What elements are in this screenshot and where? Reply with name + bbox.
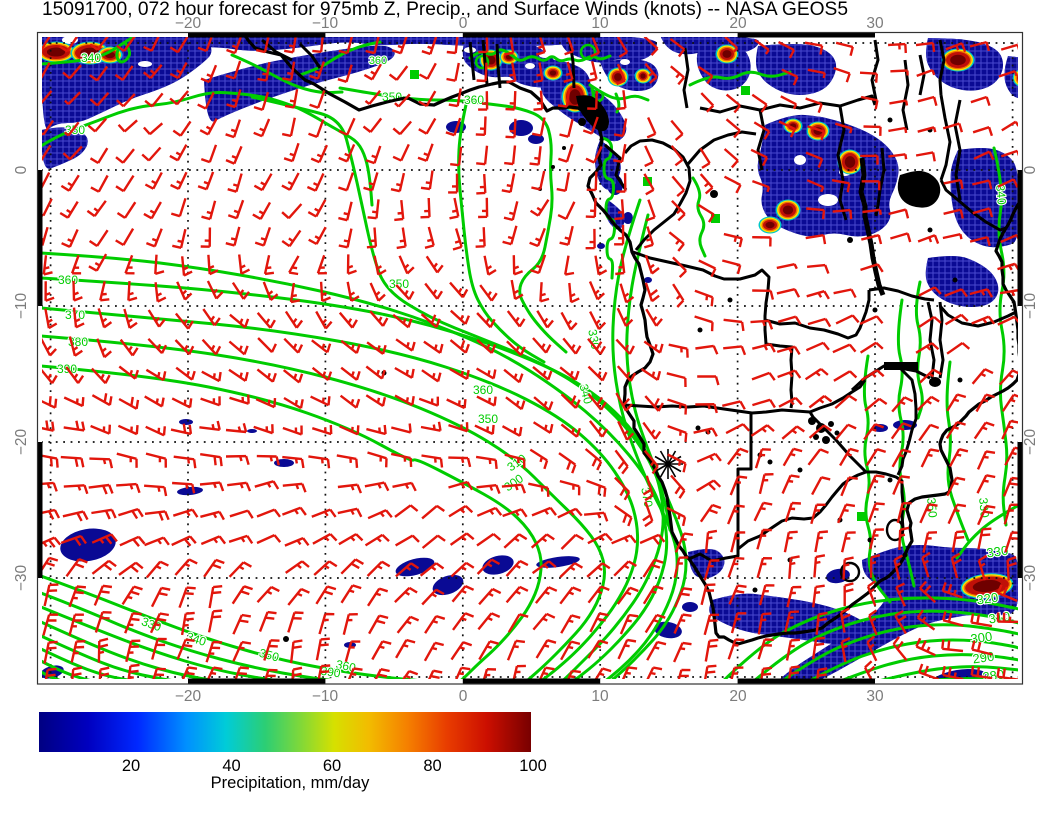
svg-text:60: 60 (323, 757, 341, 775)
svg-text:40: 40 (222, 757, 240, 775)
svg-text:30: 30 (866, 688, 884, 705)
svg-text:100: 100 (519, 757, 547, 775)
svg-text:−20: −20 (175, 15, 202, 32)
svg-text:360: 360 (464, 93, 484, 107)
svg-text:0: 0 (13, 165, 30, 174)
svg-text:10: 10 (591, 688, 609, 705)
svg-text:340: 340 (81, 51, 101, 65)
svg-text:360: 360 (369, 55, 387, 67)
svg-text:80: 80 (423, 757, 441, 775)
svg-text:−10: −10 (1022, 292, 1039, 319)
svg-text:340: 340 (185, 629, 209, 649)
svg-text:−10: −10 (312, 688, 339, 705)
svg-text:−20: −20 (13, 428, 30, 455)
svg-text:0: 0 (1022, 165, 1039, 174)
svg-text:20: 20 (122, 757, 140, 775)
svg-text:−30: −30 (1022, 564, 1039, 591)
svg-text:340: 340 (993, 184, 1009, 205)
svg-text:390: 390 (320, 664, 342, 681)
svg-text:−10: −10 (13, 292, 30, 319)
svg-text:30: 30 (866, 15, 884, 32)
svg-text:330: 330 (976, 497, 992, 518)
svg-text:15091700, 072 hour forecast fo: 15091700, 072 hour forecast for 975mb Z,… (42, 0, 848, 20)
svg-text:−20: −20 (175, 688, 202, 705)
svg-text:340: 340 (577, 382, 596, 405)
svg-text:20: 20 (729, 688, 747, 705)
svg-text:310: 310 (988, 609, 1012, 627)
svg-text:360: 360 (473, 383, 493, 397)
svg-text:0: 0 (459, 688, 468, 705)
svg-text:0: 0 (459, 15, 468, 32)
svg-text:330: 330 (986, 543, 1010, 561)
svg-text:350: 350 (924, 497, 940, 518)
svg-text:350: 350 (478, 412, 498, 426)
svg-text:−30: −30 (13, 564, 30, 591)
svg-text:10: 10 (591, 15, 609, 32)
svg-text:320: 320 (976, 590, 1000, 608)
svg-text:20: 20 (729, 15, 747, 32)
svg-text:−10: −10 (312, 15, 339, 32)
svg-text:−20: −20 (1022, 428, 1039, 455)
svg-text:Precipitation, mm/day: Precipitation, mm/day (211, 774, 370, 792)
svg-text:360: 360 (58, 273, 78, 287)
svg-text:350: 350 (389, 277, 409, 291)
